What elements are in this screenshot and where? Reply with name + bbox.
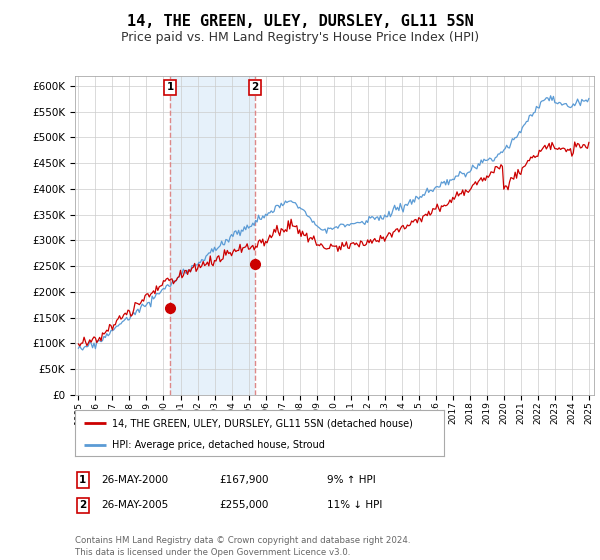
Text: 14, THE GREEN, ULEY, DURSLEY, GL11 5SN: 14, THE GREEN, ULEY, DURSLEY, GL11 5SN <box>127 14 473 29</box>
Text: 11% ↓ HPI: 11% ↓ HPI <box>327 500 382 510</box>
Text: 26-MAY-2000: 26-MAY-2000 <box>101 475 168 485</box>
Text: 9% ↑ HPI: 9% ↑ HPI <box>327 475 376 485</box>
Text: Contains HM Land Registry data © Crown copyright and database right 2024.
This d: Contains HM Land Registry data © Crown c… <box>75 536 410 557</box>
Text: 26-MAY-2005: 26-MAY-2005 <box>101 500 168 510</box>
Text: Price paid vs. HM Land Registry's House Price Index (HPI): Price paid vs. HM Land Registry's House … <box>121 31 479 44</box>
Text: 1: 1 <box>166 82 173 92</box>
Text: HPI: Average price, detached house, Stroud: HPI: Average price, detached house, Stro… <box>112 440 325 450</box>
Text: 14, THE GREEN, ULEY, DURSLEY, GL11 5SN (detached house): 14, THE GREEN, ULEY, DURSLEY, GL11 5SN (… <box>112 418 413 428</box>
Text: £167,900: £167,900 <box>219 475 269 485</box>
Text: 2: 2 <box>251 82 259 92</box>
Text: 1: 1 <box>79 475 86 485</box>
Text: 2: 2 <box>79 500 86 510</box>
Text: £255,000: £255,000 <box>219 500 268 510</box>
Bar <box>170 76 255 395</box>
